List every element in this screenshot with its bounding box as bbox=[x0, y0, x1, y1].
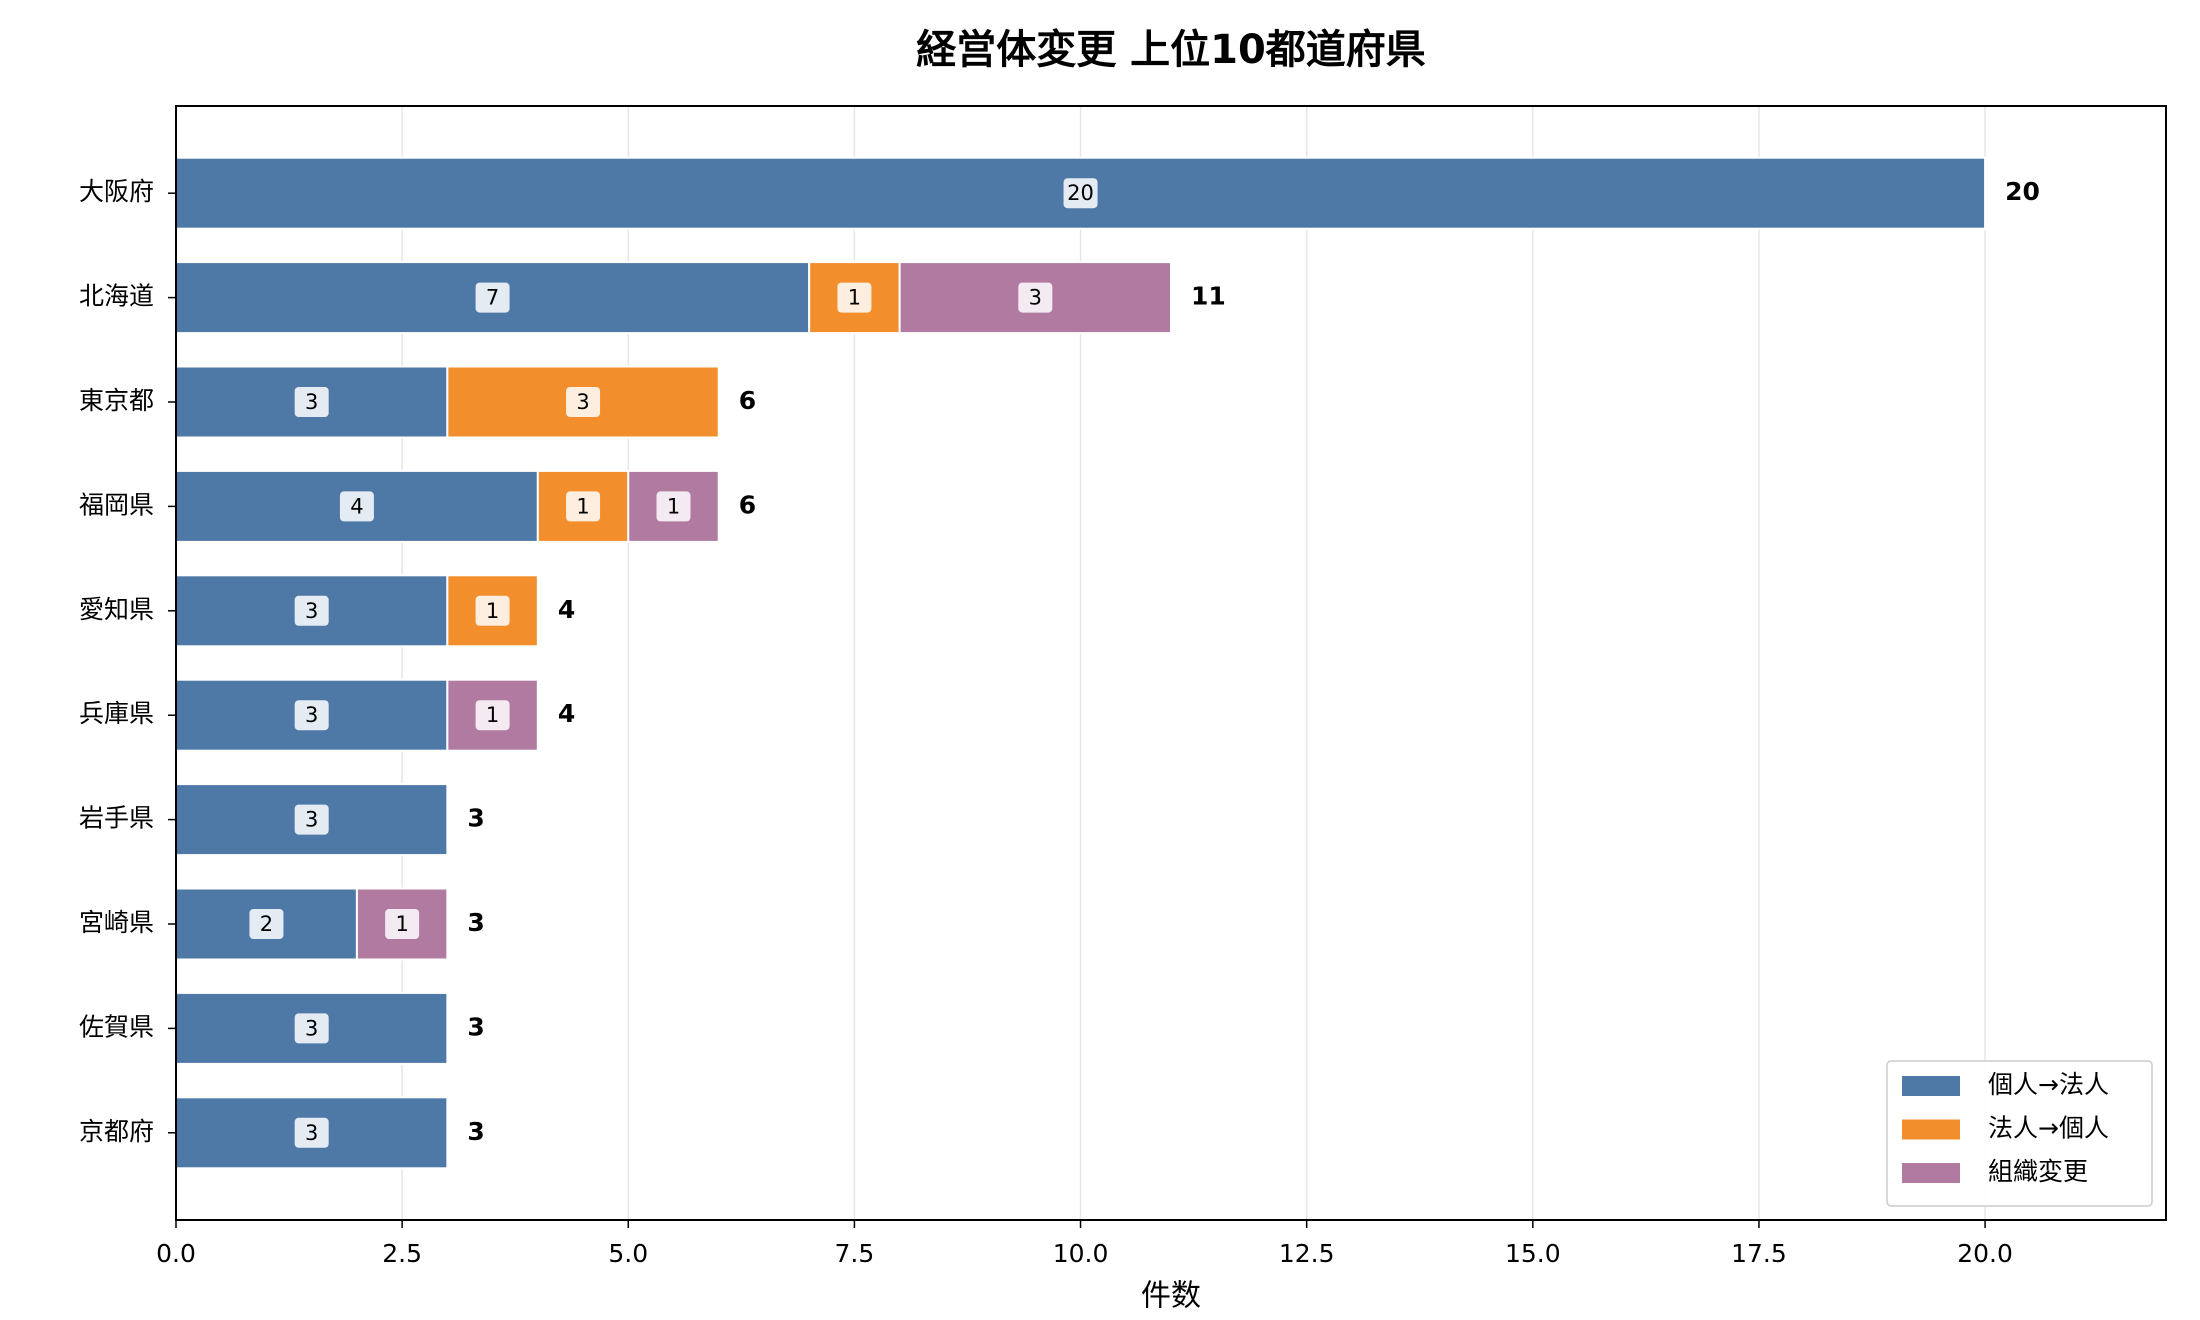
segment-label: 2 bbox=[260, 912, 273, 936]
x-tick-label: 0.0 bbox=[156, 1239, 196, 1268]
segment-label: 3 bbox=[305, 1121, 318, 1145]
segment-label: 3 bbox=[305, 599, 318, 623]
x-tick-label: 5.0 bbox=[608, 1239, 648, 1268]
segment-label: 1 bbox=[395, 912, 408, 936]
segment-label: 3 bbox=[576, 390, 589, 414]
segment-label: 1 bbox=[667, 494, 680, 518]
x-tick-label: 20.0 bbox=[1957, 1239, 2013, 1268]
y-tick-label: 岩手県 bbox=[79, 804, 154, 833]
segment-label: 1 bbox=[486, 599, 499, 623]
segment-label-box bbox=[294, 700, 329, 731]
segment-label-box bbox=[294, 1013, 329, 1044]
legend-label: 組織変更 bbox=[1988, 1157, 2088, 1186]
segment-label: 3 bbox=[1029, 286, 1042, 310]
segment-label-box bbox=[656, 491, 691, 522]
segment-label-box bbox=[475, 282, 510, 313]
chart-title: 経営体変更 上位10都道府県 bbox=[916, 27, 1426, 73]
total-label: 6 bbox=[739, 490, 756, 519]
segment-label-box bbox=[294, 387, 329, 417]
x-tick-label: 2.5 bbox=[382, 1239, 422, 1268]
y-tick-label: 福岡県 bbox=[79, 490, 154, 519]
y-tick-label: 宮崎県 bbox=[79, 908, 154, 937]
segment-label-box bbox=[294, 595, 329, 626]
x-tick-label: 17.5 bbox=[1731, 1239, 1787, 1268]
segment-label-box bbox=[249, 909, 284, 939]
segment-label-box bbox=[385, 909, 420, 939]
x-axis-label: 件数 bbox=[1141, 1279, 1201, 1314]
segment-label: 3 bbox=[305, 390, 318, 414]
total-label: 3 bbox=[467, 908, 484, 937]
total-label: 11 bbox=[1191, 282, 1226, 311]
segment-label-box bbox=[1063, 178, 1098, 209]
total-label: 6 bbox=[739, 386, 756, 415]
segment-label-box bbox=[1018, 282, 1053, 313]
y-tick-label: 大阪府 bbox=[79, 177, 154, 206]
y-tick-label: 北海道 bbox=[79, 282, 154, 311]
segment-label: 3 bbox=[305, 703, 318, 727]
legend-swatch bbox=[1902, 1076, 1960, 1096]
total-label: 3 bbox=[467, 1117, 484, 1146]
segment-label: 3 bbox=[305, 808, 318, 832]
x-tick-label: 15.0 bbox=[1505, 1239, 1561, 1268]
segment-label-box bbox=[475, 595, 510, 626]
segment-label: 3 bbox=[305, 1016, 318, 1040]
total-label: 4 bbox=[558, 699, 575, 728]
plot-frame bbox=[175, 105, 2167, 1221]
x-tick-label: 12.5 bbox=[1279, 1239, 1335, 1268]
legend-swatch bbox=[1902, 1163, 1960, 1183]
y-tick-label: 佐賀県 bbox=[79, 1012, 154, 1041]
total-label: 4 bbox=[558, 595, 575, 624]
y-tick-label: 京都府 bbox=[79, 1117, 154, 1146]
legend-label: 法人→個人 bbox=[1988, 1114, 2109, 1143]
segment-label-box bbox=[475, 700, 510, 731]
x-tick-label: 10.0 bbox=[1053, 1239, 1109, 1268]
y-tick-label: 東京都 bbox=[79, 386, 154, 415]
total-label: 20 bbox=[2005, 177, 2040, 206]
y-tick-label: 兵庫県 bbox=[79, 699, 154, 728]
legend-label: 個人→法人 bbox=[1988, 1070, 2109, 1099]
segment-label: 1 bbox=[486, 703, 499, 727]
segment-label: 4 bbox=[350, 494, 363, 518]
segment-label-box bbox=[294, 1117, 329, 1148]
segment-label-box bbox=[566, 491, 601, 522]
legend-swatch bbox=[1902, 1119, 1960, 1140]
segment-label-box bbox=[837, 282, 872, 313]
segment-label-box bbox=[566, 387, 601, 417]
total-label: 3 bbox=[467, 804, 484, 833]
segment-label: 7 bbox=[486, 286, 499, 310]
segment-label: 20 bbox=[1067, 181, 1094, 205]
segment-label-box bbox=[294, 804, 329, 835]
x-tick-label: 7.5 bbox=[835, 1239, 875, 1268]
segment-label: 1 bbox=[576, 494, 589, 518]
y-tick-label: 愛知県 bbox=[79, 595, 154, 624]
segment-label: 1 bbox=[848, 286, 861, 310]
segment-label-box bbox=[339, 491, 374, 522]
total-label: 3 bbox=[467, 1012, 484, 1041]
